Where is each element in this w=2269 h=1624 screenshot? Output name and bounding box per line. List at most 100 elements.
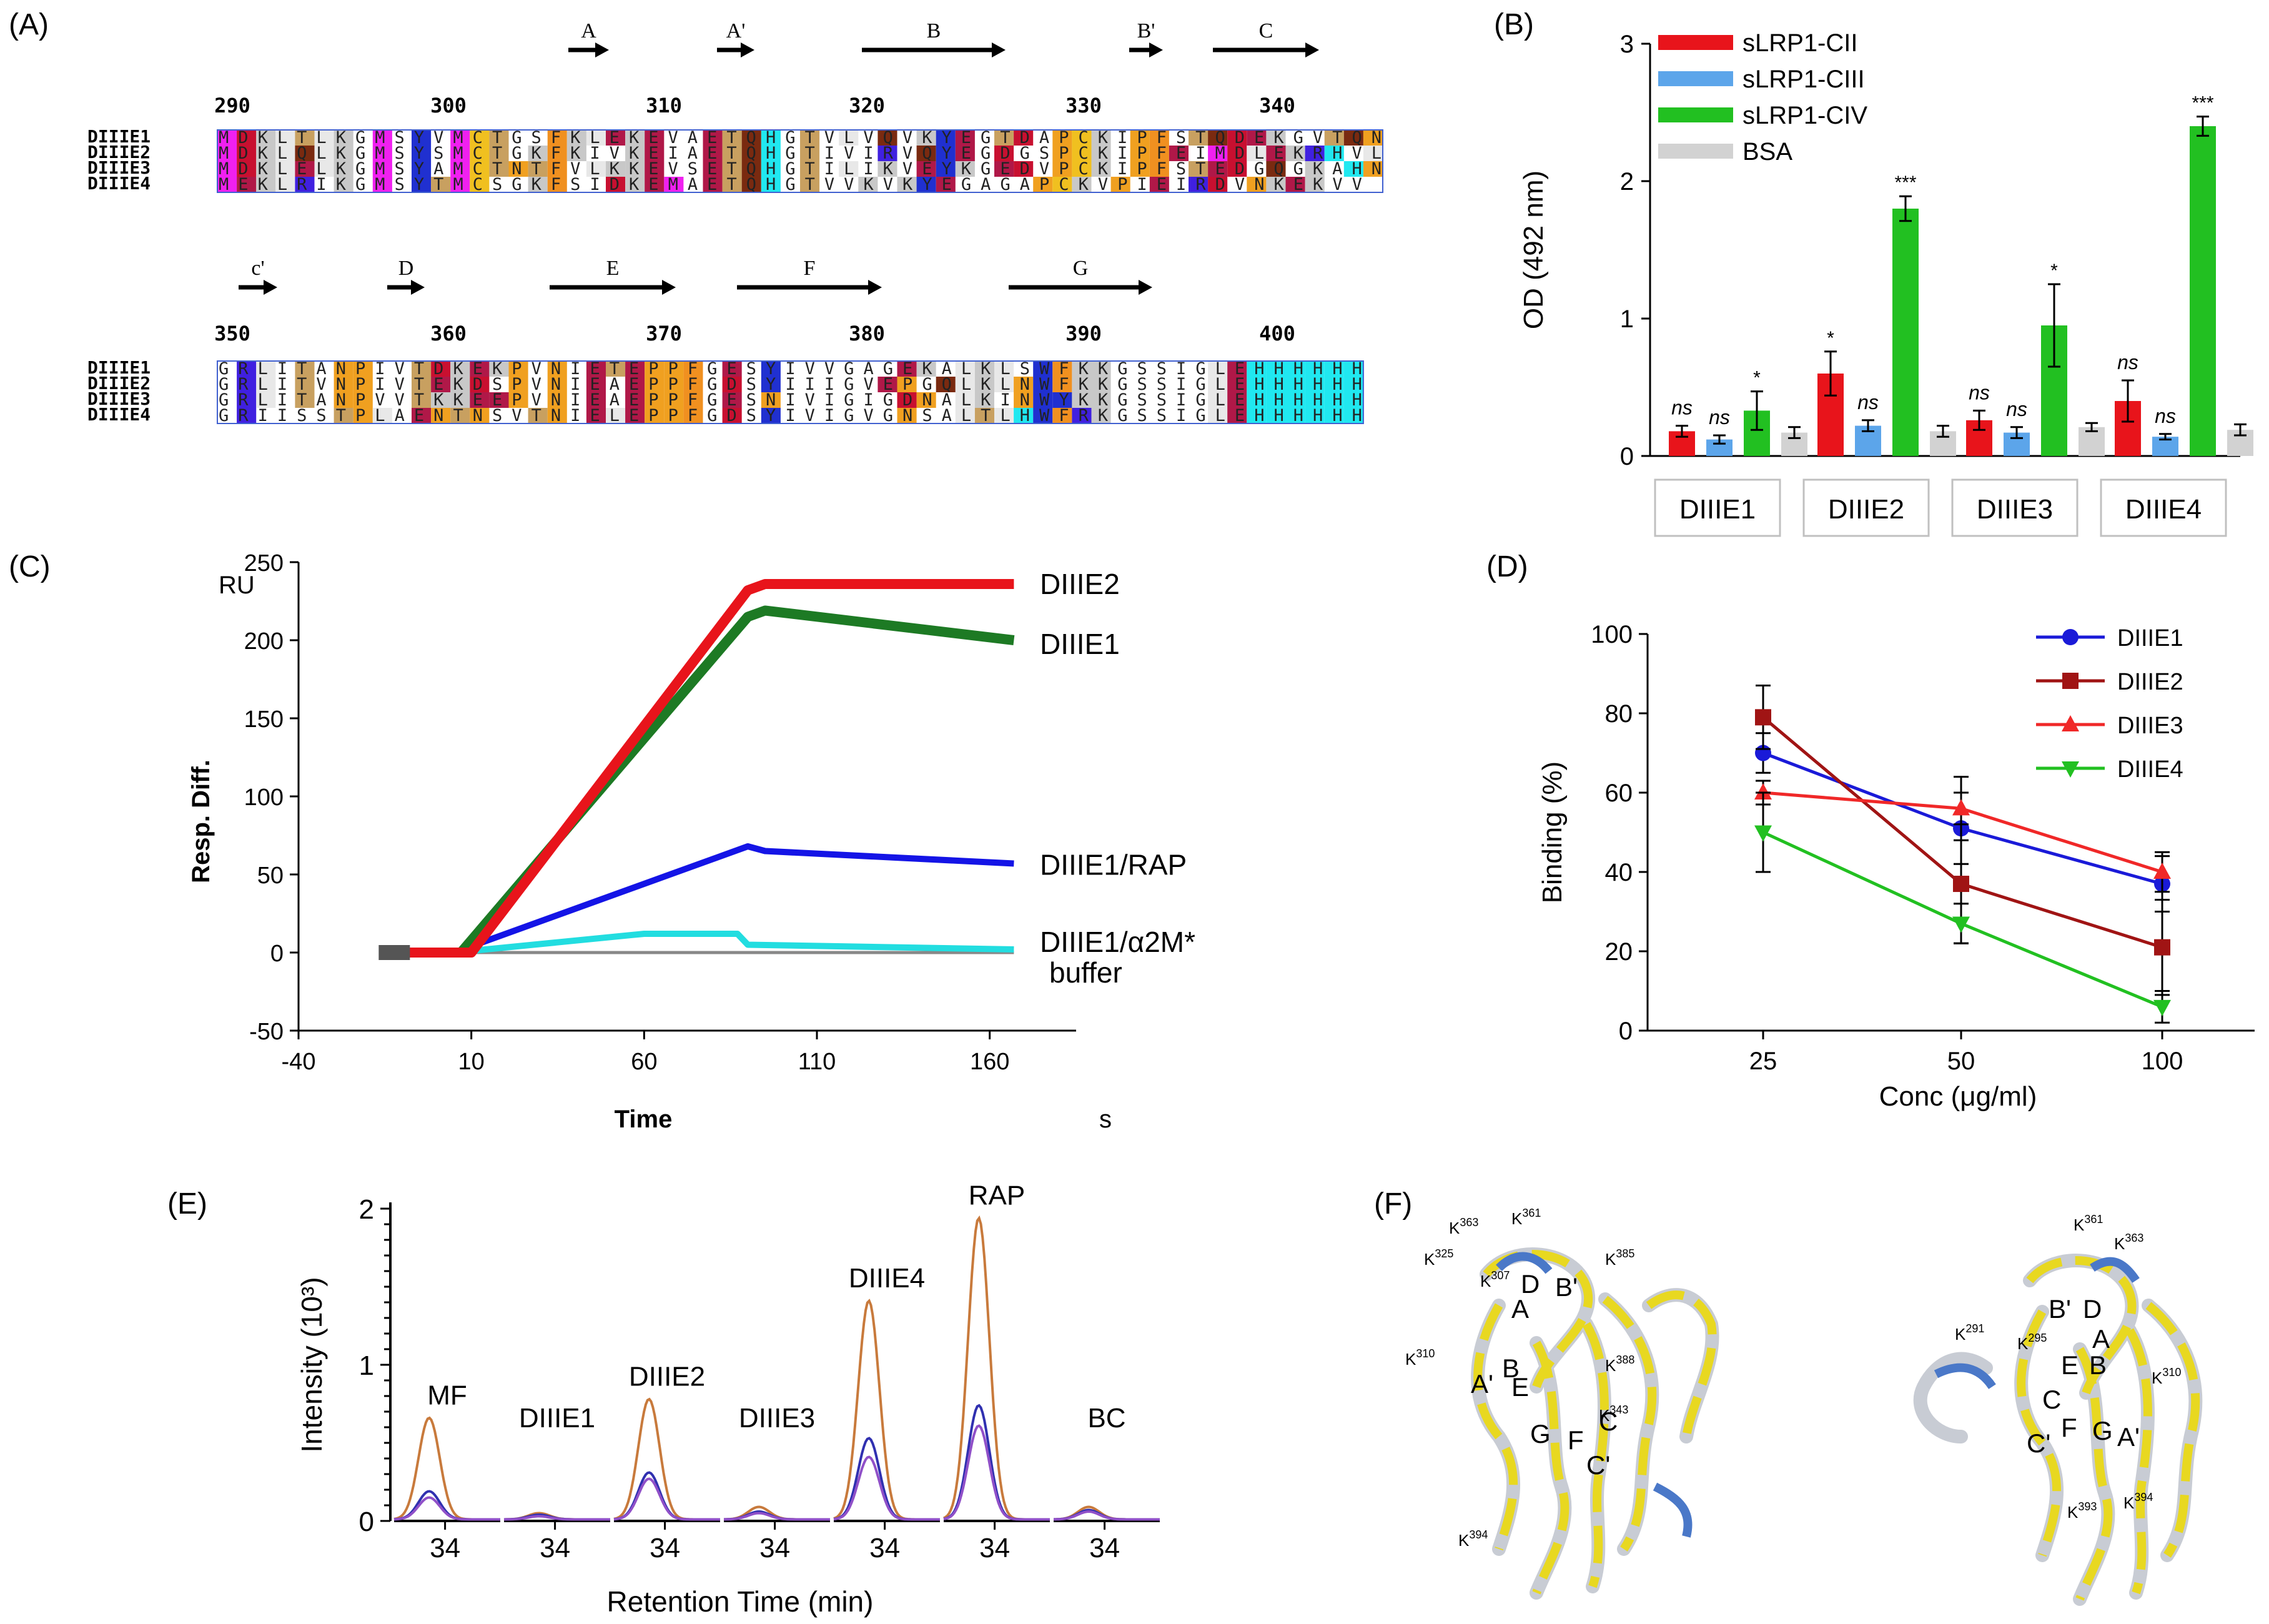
block1-residue-bg xyxy=(295,146,315,161)
block2-residue-number: 400 xyxy=(1259,322,1295,345)
block1-residue-bg xyxy=(1091,161,1111,177)
structure-label: F xyxy=(1568,1425,1584,1455)
block2-residue-bg xyxy=(1033,392,1053,408)
block2-residue-bg xyxy=(761,361,781,377)
segment-label: DIIIE1 xyxy=(519,1403,595,1433)
block2-residue-bg xyxy=(761,377,781,392)
block2-residue-bg xyxy=(761,408,781,423)
chromatogram-trace xyxy=(833,1455,940,1521)
loop-highlight xyxy=(2090,1257,2140,1283)
block2-residue-bg xyxy=(936,377,956,392)
block2-residue-bg xyxy=(412,361,432,377)
block2-residue-bg xyxy=(489,392,509,408)
category-box xyxy=(2100,478,2227,537)
block1-residue-bg xyxy=(412,161,432,177)
block1-residue-bg xyxy=(547,146,567,161)
block1-residue-bg xyxy=(237,146,257,161)
block1-residue-bg xyxy=(936,130,956,146)
block2-residue-bg xyxy=(974,361,994,377)
panel-b: (B) 0 1 2 3 OD (492 nm) ns ns * DIIIE1 * ns *** DIII… xyxy=(1486,0,2269,550)
residue-number: 310 xyxy=(2162,1366,2181,1379)
structure-label: K388 xyxy=(1605,1354,1634,1375)
block2-residue-bg xyxy=(295,392,315,408)
block2-residue-bg xyxy=(508,361,528,377)
category-label: DIIIE4 xyxy=(2125,494,2202,525)
block2-residue-bg xyxy=(994,377,1014,392)
block2-residue-bg xyxy=(353,392,373,408)
block1-residue-bg xyxy=(800,161,820,177)
block2-residue-bg xyxy=(412,408,432,423)
significance-label: ns xyxy=(1671,397,1693,419)
block2-residue-bg xyxy=(625,408,645,423)
block1-strand-label: A' xyxy=(726,19,746,42)
block2-residue-bg xyxy=(1266,361,1286,377)
legend-swatch xyxy=(1658,107,1733,122)
x-tick-label: 60 xyxy=(631,1049,657,1075)
y-tick-label: 200 xyxy=(244,628,284,655)
block1-residue-bg xyxy=(800,177,820,192)
block2-arrowhead xyxy=(411,280,425,295)
block2-residue-bg xyxy=(1324,361,1344,377)
block1-residue-bg xyxy=(528,146,548,161)
block2-residue-bg xyxy=(508,392,528,408)
block2-residue-bg xyxy=(1343,361,1363,377)
x-tick-label: 34 xyxy=(540,1533,570,1563)
block2-residue-bg xyxy=(334,408,353,423)
block2-residue-bg xyxy=(625,392,645,408)
block2-residue-bg xyxy=(645,408,665,423)
residue-number: 394 xyxy=(1469,1528,1488,1541)
data-point xyxy=(1755,709,1771,726)
block1-residue-bg xyxy=(528,161,548,177)
block1-seq-name: DIIIE2 xyxy=(87,142,151,162)
x-tick-label: 34 xyxy=(650,1533,680,1563)
block2-residue-bg xyxy=(1247,377,1267,392)
y-tick-label: 40 xyxy=(1605,859,1633,886)
residue-number: 361 xyxy=(2084,1213,2103,1225)
residue-number: 363 xyxy=(1460,1216,1478,1229)
block1-residue-bg xyxy=(586,161,606,177)
block1-residue-bg xyxy=(547,161,567,177)
y-tick-label: 1 xyxy=(359,1350,374,1381)
block2-residue-bg xyxy=(1072,408,1092,423)
block1-residue-bg xyxy=(761,146,781,161)
block1-residue-bg xyxy=(1324,130,1344,146)
structure-label: G xyxy=(2092,1416,2113,1445)
block2-residue-number: 390 xyxy=(1065,322,1102,345)
block1-residue-bg xyxy=(606,130,626,146)
block1-residue-bg xyxy=(897,177,917,192)
block2-residue-bg xyxy=(1266,408,1286,423)
block2-arrowhead xyxy=(1139,280,1152,295)
chromatogram-trace xyxy=(613,1397,720,1521)
block2-residue-bg xyxy=(955,392,975,408)
block1-residue-bg xyxy=(1305,146,1325,161)
x-tick-label: 50 xyxy=(1947,1047,1975,1075)
block1-residue-bg xyxy=(916,146,936,161)
block2-residue-bg xyxy=(295,377,315,392)
block2-residue-bg xyxy=(606,408,626,423)
block1-residue-bg xyxy=(664,177,684,192)
beta-strand xyxy=(1473,1303,1518,1551)
block1-residue-bg xyxy=(256,146,276,161)
block1-residue-bg xyxy=(1149,177,1169,192)
block1-residue-bg xyxy=(1014,130,1034,146)
y-axis-label: Binding (%) xyxy=(1537,761,1568,903)
structure-label: B xyxy=(1502,1354,1520,1383)
block2-arrowhead xyxy=(868,280,882,295)
data-point xyxy=(2154,939,2170,956)
structure-label: D xyxy=(2083,1294,2102,1324)
block2-residue-bg xyxy=(1227,392,1247,408)
block1-residue-bg xyxy=(761,161,781,177)
block1-residue-bg xyxy=(1149,161,1169,177)
block1-residue-bg xyxy=(1285,177,1305,192)
block2-seq-name: DIIIE2 xyxy=(87,373,151,394)
chromatogram-trace xyxy=(613,1477,720,1521)
block2-residue-bg xyxy=(664,392,684,408)
block2-residue-bg xyxy=(353,377,373,392)
series-label: DIIIE1 xyxy=(1040,628,1120,660)
y-axis-label: Intensity (10³) xyxy=(295,1277,328,1452)
block2-strand-label: F xyxy=(804,257,816,280)
segment-label: RAP xyxy=(969,1181,1025,1211)
block2-residue-bg xyxy=(1285,408,1305,423)
